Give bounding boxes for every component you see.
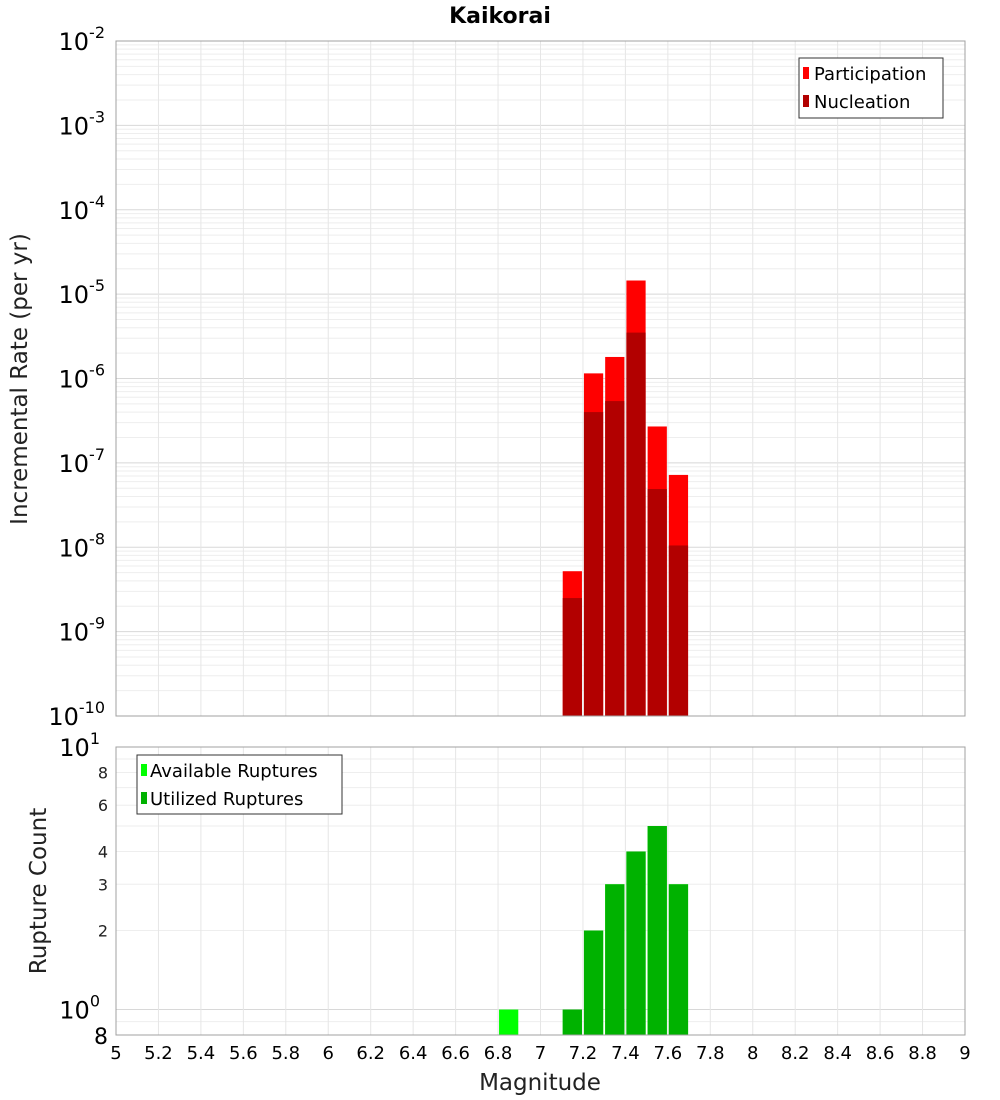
legend-label-utilized: Utilized Ruptures [150, 789, 303, 810]
x-tick-label: 8.2 [781, 1043, 810, 1064]
top-y-tick-label: 10-10 [48, 698, 105, 731]
utilized-ruptures-bar [647, 826, 667, 1035]
x-tick-label: 5.6 [229, 1043, 258, 1064]
x-tick-label: 8.8 [908, 1043, 937, 1064]
x-tick-label: 8.4 [823, 1043, 852, 1064]
legend-label-nucleation: Nucleation [814, 92, 910, 113]
bottom-y-minor-tick-label: 8 [98, 763, 108, 782]
x-axis-label: Magnitude [479, 1070, 601, 1096]
x-tick-label: 5.2 [144, 1043, 173, 1064]
x-tick-label: 7 [535, 1043, 546, 1064]
utilized-ruptures-bar [668, 884, 689, 1035]
top-y-axis-label: Incremental Rate (per yr) [7, 233, 33, 525]
x-tick-label: 8.6 [866, 1043, 895, 1064]
nucleation-bar [626, 332, 646, 716]
nucleation-bar [562, 598, 582, 716]
top-legend-box [798, 57, 944, 119]
bottom-plot-bars [499, 826, 689, 1035]
nucleation-bar [647, 489, 667, 716]
bottom-y-min-tick-label: 8 [94, 1025, 108, 1050]
legend-swatch-available [141, 764, 147, 776]
utilized-ruptures-bar [605, 884, 625, 1035]
x-tick-label: 5 [110, 1043, 121, 1064]
available-ruptures-bar [499, 1009, 519, 1035]
x-tick-label: 6 [323, 1043, 334, 1064]
bottom-y-minor-tick-label: 2 [98, 922, 108, 941]
top-y-tick-label: 10-6 [59, 361, 106, 394]
bottom-y-major-tick-label: 101 [59, 729, 100, 762]
bottom-legend: Available Ruptures Utilized Ruptures [136, 754, 343, 815]
x-tick-label: 9 [959, 1043, 970, 1064]
legend-swatch-nucleation [803, 95, 809, 107]
x-tick-label: 7.8 [696, 1043, 725, 1064]
legend-swatch-utilized [141, 792, 147, 804]
bottom-y-minor-tick-label: 4 [98, 842, 108, 861]
legend-label-participation: Participation [814, 64, 926, 85]
x-tick-label: 6.6 [441, 1043, 470, 1064]
top-legend: Participation Nucleation [798, 57, 944, 119]
utilized-ruptures-bar [562, 1009, 582, 1035]
top-plot-grid [115, 40, 966, 717]
x-tick-label: 6.4 [399, 1043, 428, 1064]
top-y-tick-label: 10-7 [59, 445, 106, 478]
top-y-tick-label: 10-5 [59, 276, 106, 309]
top-y-tick-label: 10-8 [59, 529, 106, 562]
nucleation-bar [605, 401, 625, 716]
x-tick-label: 6.8 [484, 1043, 513, 1064]
top-y-tick-label: 10-3 [59, 107, 106, 140]
bottom-y-major-tick-label: 100 [59, 992, 100, 1025]
x-tick-label: 7.4 [611, 1043, 640, 1064]
bottom-plot-frame [115, 746, 966, 1036]
chart-title: Kaikorai [449, 4, 551, 29]
x-tick-label: 5.4 [187, 1043, 216, 1064]
top-y-tick-label: 10-9 [59, 614, 106, 647]
x-tick-label: 5.8 [271, 1043, 300, 1064]
x-tick-label: 6.2 [356, 1043, 385, 1064]
bottom-legend-box [136, 754, 343, 815]
top-y-tick-label: 10-2 [59, 23, 106, 56]
x-tick-label: 7.6 [654, 1043, 683, 1064]
bottom-y-minor-tick-label: 3 [98, 875, 108, 894]
utilized-ruptures-bar [583, 930, 604, 1035]
bottom-y-axis-label: Rupture Count [26, 808, 52, 974]
utilized-ruptures-bar [626, 851, 646, 1035]
legend-swatch-participation [803, 67, 809, 79]
x-tick-label: 7.2 [569, 1043, 598, 1064]
top-y-tick-label: 10-4 [59, 192, 106, 225]
top-plot-frame [115, 40, 966, 717]
top-y-tick-labels: 10-2 10-3 10-4 10-5 10-6 10-7 10-8 10-9 10-10 [48, 23, 105, 731]
top-plot-bars [562, 280, 689, 716]
bottom-y-minor-tick-label: 6 [98, 796, 108, 815]
top-plot: 10-2 10-3 10-4 10-5 10-6 10-7 10-8 10-9 10-10 In… [7, 23, 966, 731]
nucleation-bar [583, 412, 604, 716]
x-tick-labels: 5 5.2 5.4 5.6 5.8 6 6.2 6.4 6.6 6.8 7 7.2 7.4 7.6 7.8 8… [110, 1043, 970, 1064]
legend-label-available: Available Ruptures [150, 761, 318, 782]
nucleation-bar [668, 545, 689, 716]
x-tick-label: 8 [747, 1043, 758, 1064]
